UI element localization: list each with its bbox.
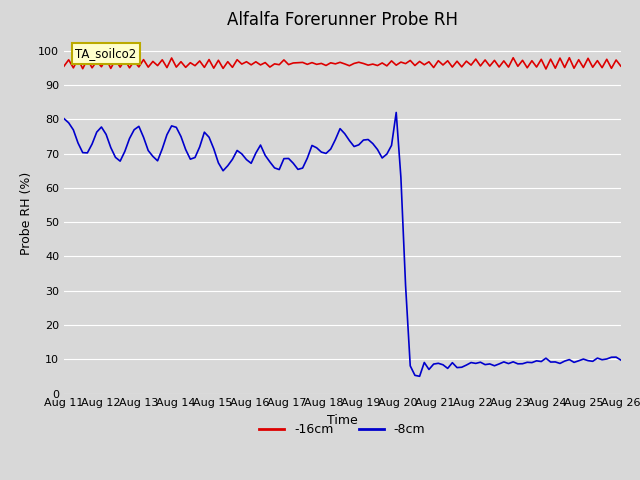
Text: TA_soilco2: TA_soilco2 — [75, 47, 136, 60]
X-axis label: Time: Time — [327, 414, 358, 427]
Legend: -16cm, -8cm: -16cm, -8cm — [254, 419, 430, 441]
Title: Alfalfa Forerunner Probe RH: Alfalfa Forerunner Probe RH — [227, 11, 458, 29]
Y-axis label: Probe RH (%): Probe RH (%) — [20, 172, 33, 255]
